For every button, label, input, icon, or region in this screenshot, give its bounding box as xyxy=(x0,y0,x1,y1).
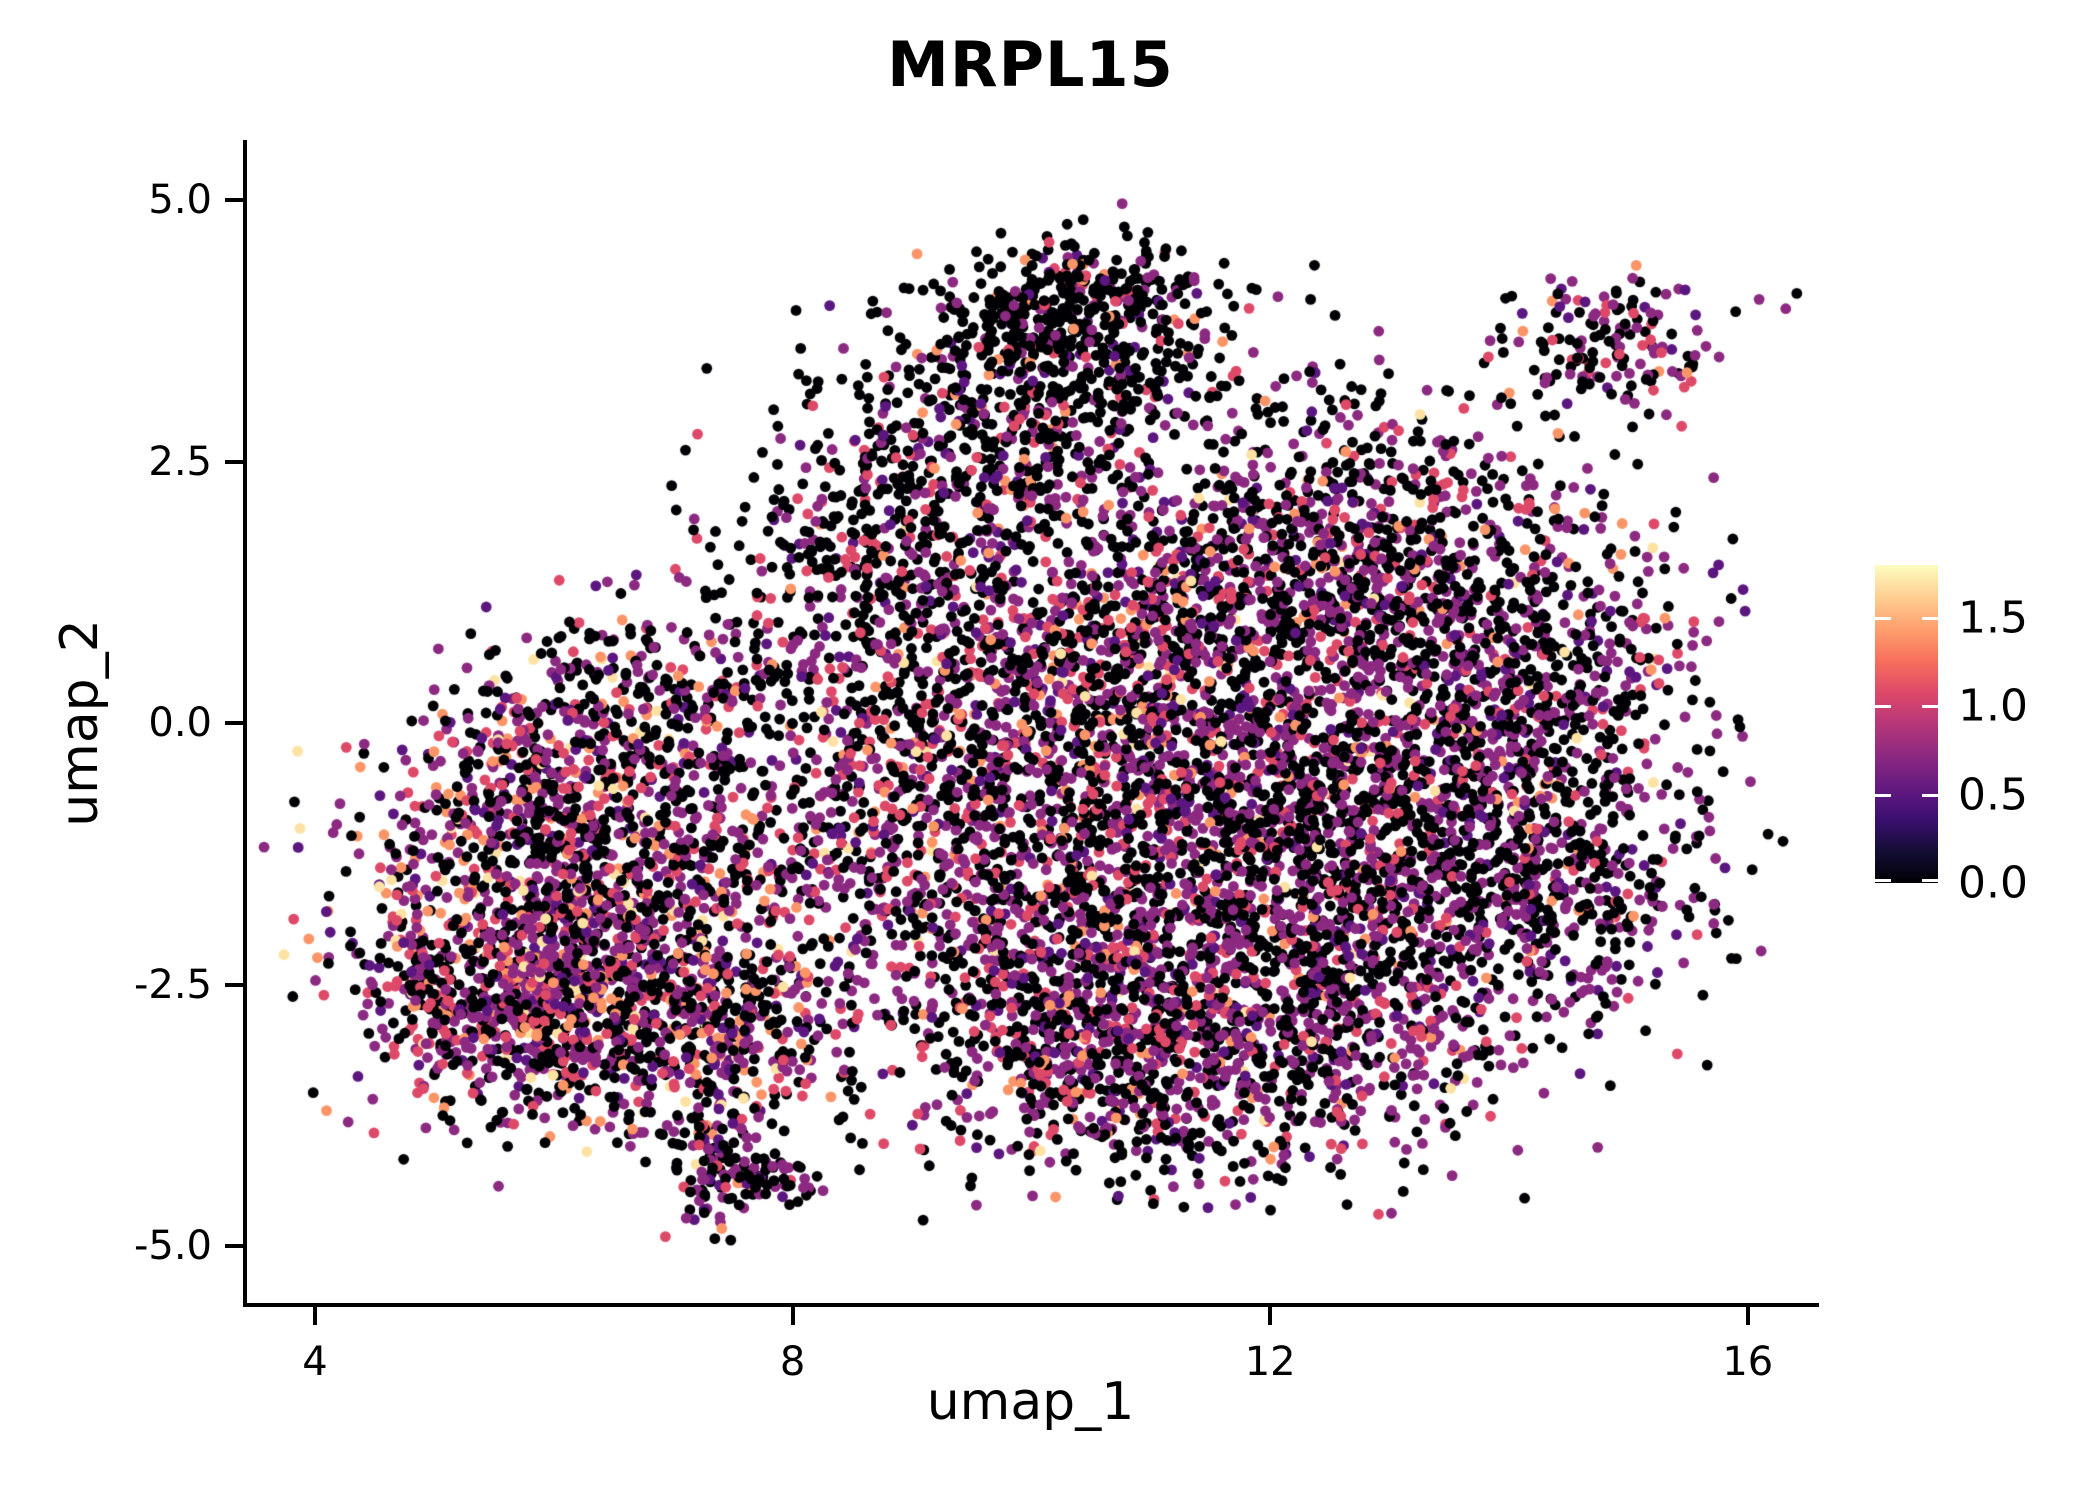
y-tick-mark xyxy=(225,1244,243,1248)
x-axis-line xyxy=(243,1303,1819,1307)
colorbar-tick-notch xyxy=(1875,793,1891,797)
colorbar-tick-notch xyxy=(1875,705,1891,709)
y-tick-label: -2.5 xyxy=(133,961,212,1008)
x-tick-mark xyxy=(313,1307,317,1325)
x-tick-mark xyxy=(1745,1307,1750,1325)
y-axis-line xyxy=(243,140,247,1307)
y-tick-label: 5.0 xyxy=(148,177,212,223)
y-tick-mark xyxy=(225,459,243,464)
colorbar-tick-label: 0.0 xyxy=(1958,857,2028,909)
y-tick-label: 2.5 xyxy=(148,438,212,485)
x-tick-mark xyxy=(1268,1307,1273,1325)
colorbar-tick-notch xyxy=(1922,879,1938,882)
y-tick-label: 0.0 xyxy=(148,700,212,746)
x-tick-label: 8 xyxy=(779,1339,806,1385)
colorbar-tick-notch xyxy=(1875,617,1891,620)
y-tick-mark xyxy=(225,198,243,202)
colorbar-tick-notch xyxy=(1922,617,1938,620)
y-axis-title: umap_2 xyxy=(50,619,110,827)
y-tick-mark xyxy=(225,982,243,987)
plot-title: MRPL15 xyxy=(887,28,1174,101)
x-tick-label: 12 xyxy=(1244,1339,1296,1385)
x-tick-label: 4 xyxy=(302,1339,328,1385)
expression-colorbar xyxy=(1875,565,1938,883)
colorbar-tick-label: 1.5 xyxy=(1958,592,2028,644)
x-axis-title: umap_1 xyxy=(926,1372,1135,1432)
colorbar-tick-notch xyxy=(1875,879,1891,882)
colorbar-tick-label: 1.0 xyxy=(1958,680,2028,732)
y-tick-label: -5.0 xyxy=(133,1223,212,1269)
colorbar-tick-notch xyxy=(1922,793,1938,797)
x-tick-mark xyxy=(790,1307,795,1325)
colorbar-tick-notch xyxy=(1922,705,1938,709)
x-tick-label: 16 xyxy=(1722,1339,1774,1385)
colorbar-tick-label: 0.5 xyxy=(1958,769,2028,821)
y-tick-mark xyxy=(225,721,243,725)
